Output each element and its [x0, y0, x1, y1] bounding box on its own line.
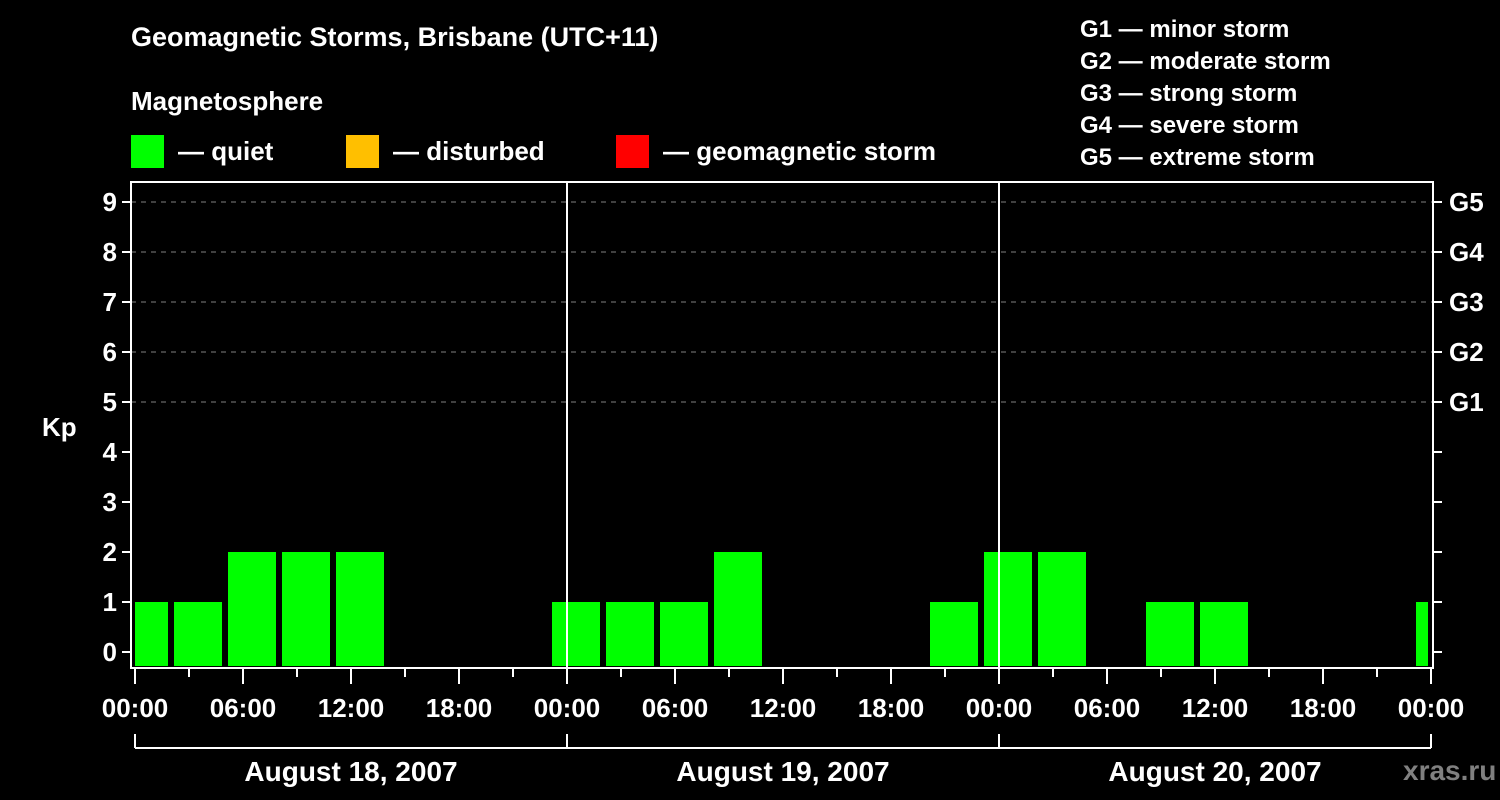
legend-quiet: — quiet — [131, 134, 273, 168]
g4-description: G4 — severe storm — [1080, 112, 1299, 139]
g-level-label: G2 — [1449, 337, 1484, 367]
date-label: August 20, 2007 — [1108, 756, 1321, 787]
kp-bar — [135, 602, 168, 666]
x-tick-label: 00:00 — [534, 693, 601, 723]
quiet-swatch-icon — [131, 134, 164, 168]
legend-disturbed: — disturbed — [346, 134, 545, 168]
date-label: August 18, 2007 — [244, 756, 457, 787]
legend-quiet-label: — quiet — [178, 135, 274, 166]
y-tick-label: 0 — [103, 637, 117, 667]
y-tick-label: 8 — [103, 237, 117, 267]
y-tick-label: 4 — [103, 437, 118, 467]
kp-bar — [660, 602, 708, 666]
g-level-label: G5 — [1449, 187, 1484, 217]
legend-disturbed-label: — disturbed — [393, 135, 545, 166]
kp-bar — [1146, 602, 1194, 666]
x-tick-label: 12:00 — [1182, 693, 1249, 723]
x-tick-label: 06:00 — [210, 693, 277, 723]
kp-bar — [714, 552, 762, 666]
g-level-label: G3 — [1449, 287, 1484, 317]
kp-bar — [552, 602, 600, 666]
kp-bar — [174, 602, 222, 666]
axes — [122, 181, 1442, 749]
axis-labels: 0 1 2 3 4 5 6 7 8 9 G1 G2 G3 G4 G5 00:00 06:00 12:00 18:00… — [102, 187, 1484, 787]
kp-bar — [282, 552, 330, 666]
g1-description: G1 — minor storm — [1080, 16, 1290, 43]
y-tick-label: 1 — [103, 587, 117, 617]
y-tick-label: 6 — [103, 337, 117, 367]
legend-subtitle: Magnetosphere — [131, 86, 324, 116]
kp-bar — [228, 552, 276, 666]
y-axis-label: Kp — [42, 412, 77, 442]
y-tick-label: 7 — [103, 287, 117, 317]
g3-description: G3 — strong storm — [1080, 80, 1298, 107]
x-tick-label: 18:00 — [426, 693, 493, 723]
y-tick-label: 3 — [103, 487, 117, 517]
x-tick-label: 12:00 — [318, 693, 385, 723]
g-scale-legend: G1 — minor storm G2 — moderate storm G3 … — [1080, 14, 1331, 174]
grid-lines — [131, 201, 1433, 403]
kp-bar — [1038, 552, 1086, 666]
y-tick-label: 2 — [103, 537, 117, 567]
disturbed-swatch-icon — [346, 134, 379, 168]
x-tick-label: 18:00 — [858, 693, 925, 723]
x-tick-label: 00:00 — [966, 693, 1033, 723]
kp-bar — [930, 602, 978, 666]
g-level-label: G4 — [1449, 237, 1484, 267]
x-tick-label: 06:00 — [1074, 693, 1141, 723]
legend-storm-label: — geomagnetic storm — [663, 135, 937, 166]
kp-bar — [984, 552, 1032, 666]
x-tick-label: 12:00 — [750, 693, 817, 723]
x-tick-label: 18:00 — [1290, 693, 1357, 723]
g-level-label: G1 — [1449, 387, 1484, 417]
kp-bar — [606, 602, 654, 666]
storm-swatch-icon — [616, 134, 649, 168]
date-label: August 19, 2007 — [676, 756, 889, 787]
x-tick-label: 06:00 — [642, 693, 709, 723]
g5-description: G5 — extreme storm — [1080, 144, 1315, 171]
g2-description: G2 — moderate storm — [1080, 48, 1331, 75]
watermark: xras.ru — [1403, 755, 1497, 786]
chart-title: Geomagnetic Storms, Brisbane (UTC+11) — [131, 22, 659, 52]
kp-bars — [135, 552, 1428, 666]
kp-bar — [1200, 602, 1248, 666]
y-tick-label: 5 — [103, 387, 117, 417]
y-tick-label: 9 — [103, 187, 117, 217]
kp-bar — [336, 552, 384, 666]
kp-bar — [1416, 602, 1428, 666]
x-tick-label: 00:00 — [102, 693, 169, 723]
x-tick-label: 00:00 — [1398, 693, 1465, 723]
legend-storm: — geomagnetic storm — [616, 134, 936, 168]
